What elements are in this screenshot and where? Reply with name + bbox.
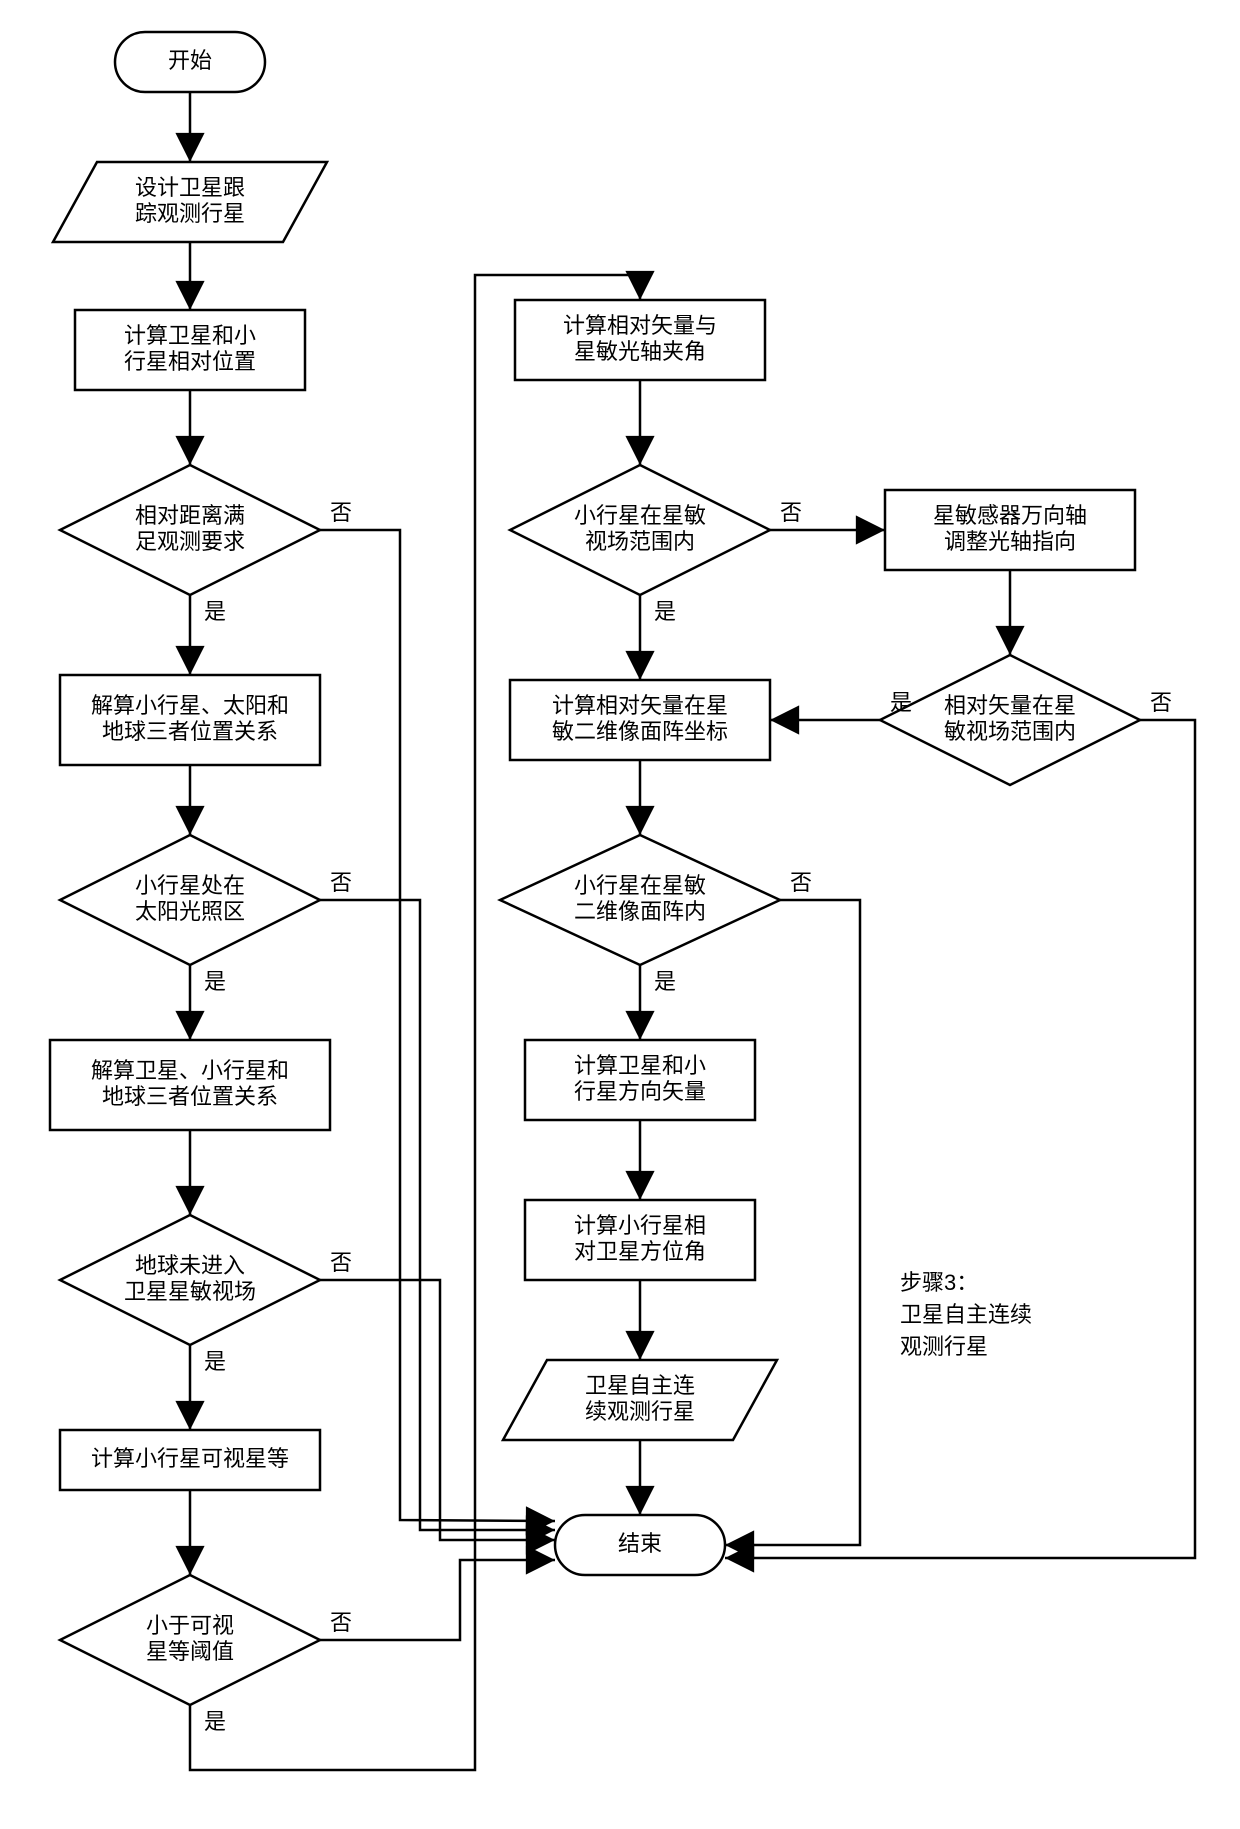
node-m4: 计算小行星相对卫星方位角 xyxy=(525,1200,755,1280)
node-n2-label: 计算卫星和小 xyxy=(124,323,256,348)
node-d3: 地球未进入卫星星敏视场 xyxy=(60,1215,320,1345)
node-rd1-label: 敏视场范围内 xyxy=(944,719,1076,744)
node-md2: 小行星在星敏二维像面阵内 xyxy=(500,835,780,965)
node-rd1: 相对矢量在星敏视场范围内 xyxy=(880,655,1140,785)
node-n1-label: 设计卫星跟 xyxy=(135,175,245,200)
node-r1-label: 调整光轴指向 xyxy=(944,529,1076,554)
node-m2-label: 计算相对矢量在星 xyxy=(552,693,728,718)
node-n3-label: 地球三者位置关系 xyxy=(102,719,278,744)
node-r1: 星敏感器万向轴调整光轴指向 xyxy=(885,490,1135,570)
node-m2-label: 敏二维像面阵坐标 xyxy=(552,719,728,744)
node-d1-label: 足观测要求 xyxy=(135,529,245,554)
node-d3-label: 卫星星敏视场 xyxy=(124,1279,256,1304)
node-m3-label: 计算卫星和小 xyxy=(574,1053,706,1078)
side-note: 卫星自主连续 xyxy=(900,1302,1032,1327)
node-d4-label: 小于可视 xyxy=(146,1613,234,1638)
node-start: 开始 xyxy=(115,32,265,92)
edge-label: 否 xyxy=(1150,690,1172,715)
node-m2: 计算相对矢量在星敏二维像面阵坐标 xyxy=(510,680,770,760)
node-r1-label: 星敏感器万向轴 xyxy=(933,503,1087,528)
node-d4: 小于可视星等阈值 xyxy=(60,1575,320,1705)
node-d2: 小行星处在太阳光照区 xyxy=(60,835,320,965)
edge-label: 否 xyxy=(790,870,812,895)
node-end-label: 结束 xyxy=(618,1531,662,1556)
node-rd1-label: 相对矢量在星 xyxy=(944,693,1076,718)
edge-label: 是 xyxy=(204,969,226,994)
node-n4-label: 解算卫星、小行星和 xyxy=(91,1058,289,1083)
node-end: 结束 xyxy=(555,1515,725,1575)
edge-label: 是 xyxy=(204,599,226,624)
edge-label: 否 xyxy=(330,870,352,895)
side-note: 步骤3： xyxy=(900,1270,978,1295)
node-m3: 计算卫星和小行星方向矢量 xyxy=(525,1040,755,1120)
edge-label: 否 xyxy=(330,500,352,525)
node-n2: 计算卫星和小行星相对位置 xyxy=(75,310,305,390)
node-d2-label: 小行星处在 xyxy=(135,873,245,898)
node-md1-label: 视场范围内 xyxy=(585,529,695,554)
node-n5: 计算小行星可视星等 xyxy=(60,1430,320,1490)
node-n2-label: 行星相对位置 xyxy=(124,349,256,374)
node-n4-label: 地球三者位置关系 xyxy=(102,1084,278,1109)
node-m4-label: 对卫星方位角 xyxy=(574,1239,706,1264)
node-m3-label: 行星方向矢量 xyxy=(574,1079,706,1104)
node-m4-label: 计算小行星相 xyxy=(574,1213,706,1238)
edge-label: 是 xyxy=(890,690,912,715)
node-n4: 解算卫星、小行星和地球三者位置关系 xyxy=(50,1040,330,1130)
node-start-label: 开始 xyxy=(168,48,212,73)
node-m5-label: 卫星自主连 xyxy=(585,1373,695,1398)
edge-label: 否 xyxy=(330,1250,352,1275)
node-md1: 小行星在星敏视场范围内 xyxy=(510,465,770,595)
node-m1-label: 星敏光轴夹角 xyxy=(574,339,706,364)
node-d4-label: 星等阈值 xyxy=(146,1639,234,1664)
edge-label: 是 xyxy=(654,969,676,994)
node-m1: 计算相对矢量与星敏光轴夹角 xyxy=(515,300,765,380)
node-md2-label: 小行星在星敏 xyxy=(574,873,706,898)
node-n3: 解算小行星、太阳和地球三者位置关系 xyxy=(60,675,320,765)
node-md1-label: 小行星在星敏 xyxy=(574,503,706,528)
edge-label: 是 xyxy=(204,1709,226,1734)
node-n3-label: 解算小行星、太阳和 xyxy=(91,693,289,718)
node-m5-label: 续观测行星 xyxy=(585,1399,695,1424)
node-n1: 设计卫星跟踪观测行星 xyxy=(53,162,327,242)
edge-label: 否 xyxy=(780,500,802,525)
flowchart-canvas: 开始设计卫星跟踪观测行星计算卫星和小行星相对位置相对距离满足观测要求解算小行星、… xyxy=(0,0,1240,1829)
edge-label: 是 xyxy=(654,599,676,624)
node-d3-label: 地球未进入 xyxy=(135,1253,245,1278)
node-d1: 相对距离满足观测要求 xyxy=(60,465,320,595)
node-md2-label: 二维像面阵内 xyxy=(574,899,706,924)
node-m5: 卫星自主连续观测行星 xyxy=(503,1360,777,1440)
edge-label: 否 xyxy=(330,1610,352,1635)
node-n1-label: 踪观测行星 xyxy=(135,201,245,226)
node-d2-label: 太阳光照区 xyxy=(135,899,245,924)
node-d1-label: 相对距离满 xyxy=(135,503,245,528)
side-note: 观测行星 xyxy=(900,1334,988,1359)
node-m1-label: 计算相对矢量与 xyxy=(563,313,717,338)
edge-label: 是 xyxy=(204,1349,226,1374)
node-n5-label: 计算小行星可视星等 xyxy=(91,1446,289,1471)
